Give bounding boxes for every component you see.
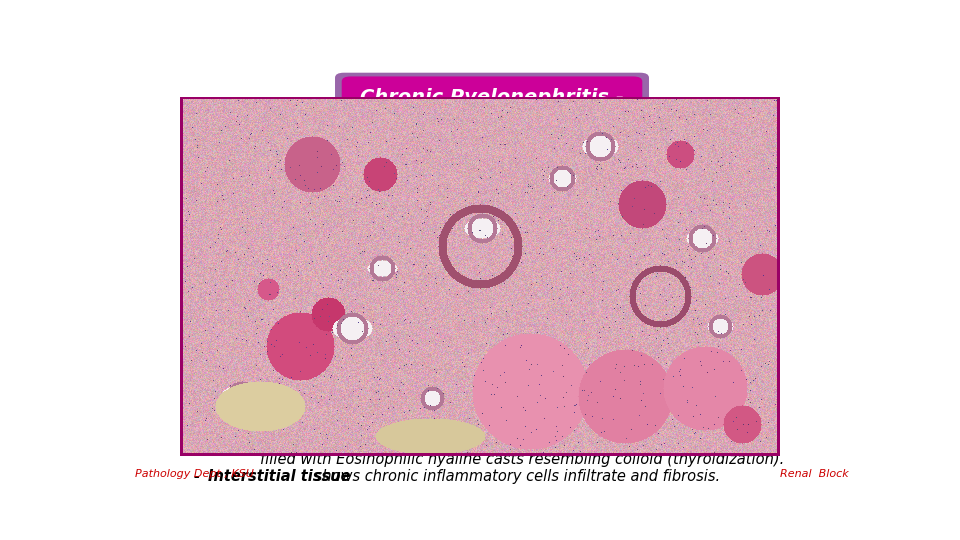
Text: filled with Eosinophilic hyaline casts resembling colloid (thyroidization).: filled with Eosinophilic hyaline casts r… — [223, 453, 784, 467]
FancyBboxPatch shape — [335, 73, 649, 144]
Text: Pathology Dept , KSU: Pathology Dept , KSU — [134, 469, 253, 478]
Text: -: - — [194, 418, 205, 433]
Text: Histopathology: Histopathology — [408, 111, 576, 131]
Text: Interstitial tissue: Interstitial tissue — [207, 469, 350, 484]
Text: shows chronic inflammatory cells infiltrate and fibrosis.: shows chronic inflammatory cells infiltr… — [310, 469, 721, 484]
Text: Chronic Pyelonephritis -: Chronic Pyelonephritis - — [360, 88, 624, 107]
Text: Tubules: Tubules — [207, 436, 271, 451]
Text: -: - — [194, 436, 205, 451]
Text: Glomeruli: Glomeruli — [207, 418, 288, 433]
Text: show varying degrees of atrophy, Some tubules are dilated and: show varying degrees of atrophy, Some tu… — [253, 436, 724, 451]
Text: show varying degrees of sclerosis & periglomerular fibrosis.: show varying degrees of sclerosis & peri… — [264, 418, 707, 433]
Text: Renal  Block: Renal Block — [780, 469, 849, 478]
FancyBboxPatch shape — [342, 77, 642, 140]
Text: -: - — [194, 469, 205, 484]
